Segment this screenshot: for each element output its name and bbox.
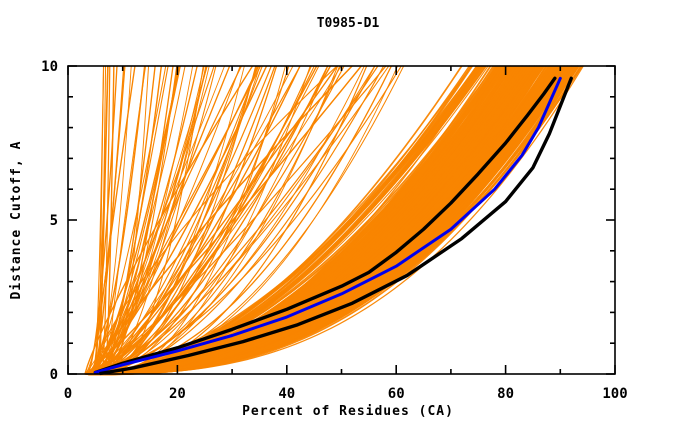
outlier-curve bbox=[97, 65, 339, 375]
x-tick-label: 80 bbox=[497, 386, 514, 402]
bundle-curve bbox=[97, 65, 512, 375]
outlier-curve bbox=[93, 65, 387, 375]
x-tick-label: 20 bbox=[169, 386, 186, 402]
outlier-curve bbox=[93, 65, 136, 375]
outlier-curve bbox=[93, 65, 215, 375]
outlier-curve bbox=[93, 65, 342, 375]
x-tick-label: 0 bbox=[64, 386, 72, 402]
outlier-curve bbox=[96, 65, 329, 375]
outlier-curve bbox=[103, 65, 263, 375]
bundle-curve bbox=[92, 65, 508, 375]
outlier-curve bbox=[99, 65, 272, 375]
highlight-curves-group bbox=[93, 76, 573, 376]
y-tick-label: 10 bbox=[41, 59, 58, 75]
y-tick-label: 0 bbox=[50, 367, 58, 383]
reference-blue-curve bbox=[93, 76, 562, 374]
outlier-curve bbox=[86, 65, 146, 375]
outlier-curve bbox=[89, 65, 315, 375]
outlier-curve bbox=[106, 65, 261, 375]
outlier-curve bbox=[98, 65, 338, 375]
axes-group: 0 20 40 60 80 100 0 5 10 bbox=[41, 59, 628, 402]
x-tick-label: 40 bbox=[278, 386, 295, 402]
y-axis-label: Distance Cutoff, A bbox=[9, 141, 24, 300]
outlier-curve bbox=[91, 65, 259, 375]
outlier-curve bbox=[84, 65, 254, 375]
outlier-curve bbox=[109, 65, 207, 375]
outlier-curve bbox=[98, 65, 181, 375]
x-tick-label: 60 bbox=[388, 386, 405, 402]
x-tick-label: 100 bbox=[602, 386, 627, 402]
x-axis-label: Percent of Residues (CA) bbox=[242, 404, 454, 419]
page-title: T0985-D1 bbox=[317, 16, 380, 31]
reference-black-upper-curve bbox=[93, 76, 557, 375]
y-tick-label: 5 bbox=[50, 213, 58, 229]
outlier-curve bbox=[95, 65, 376, 375]
outlier-curve bbox=[84, 65, 362, 375]
reference-black-lower-curve bbox=[99, 76, 573, 376]
outlier-curve bbox=[104, 65, 242, 375]
outlier-curve bbox=[86, 65, 260, 375]
